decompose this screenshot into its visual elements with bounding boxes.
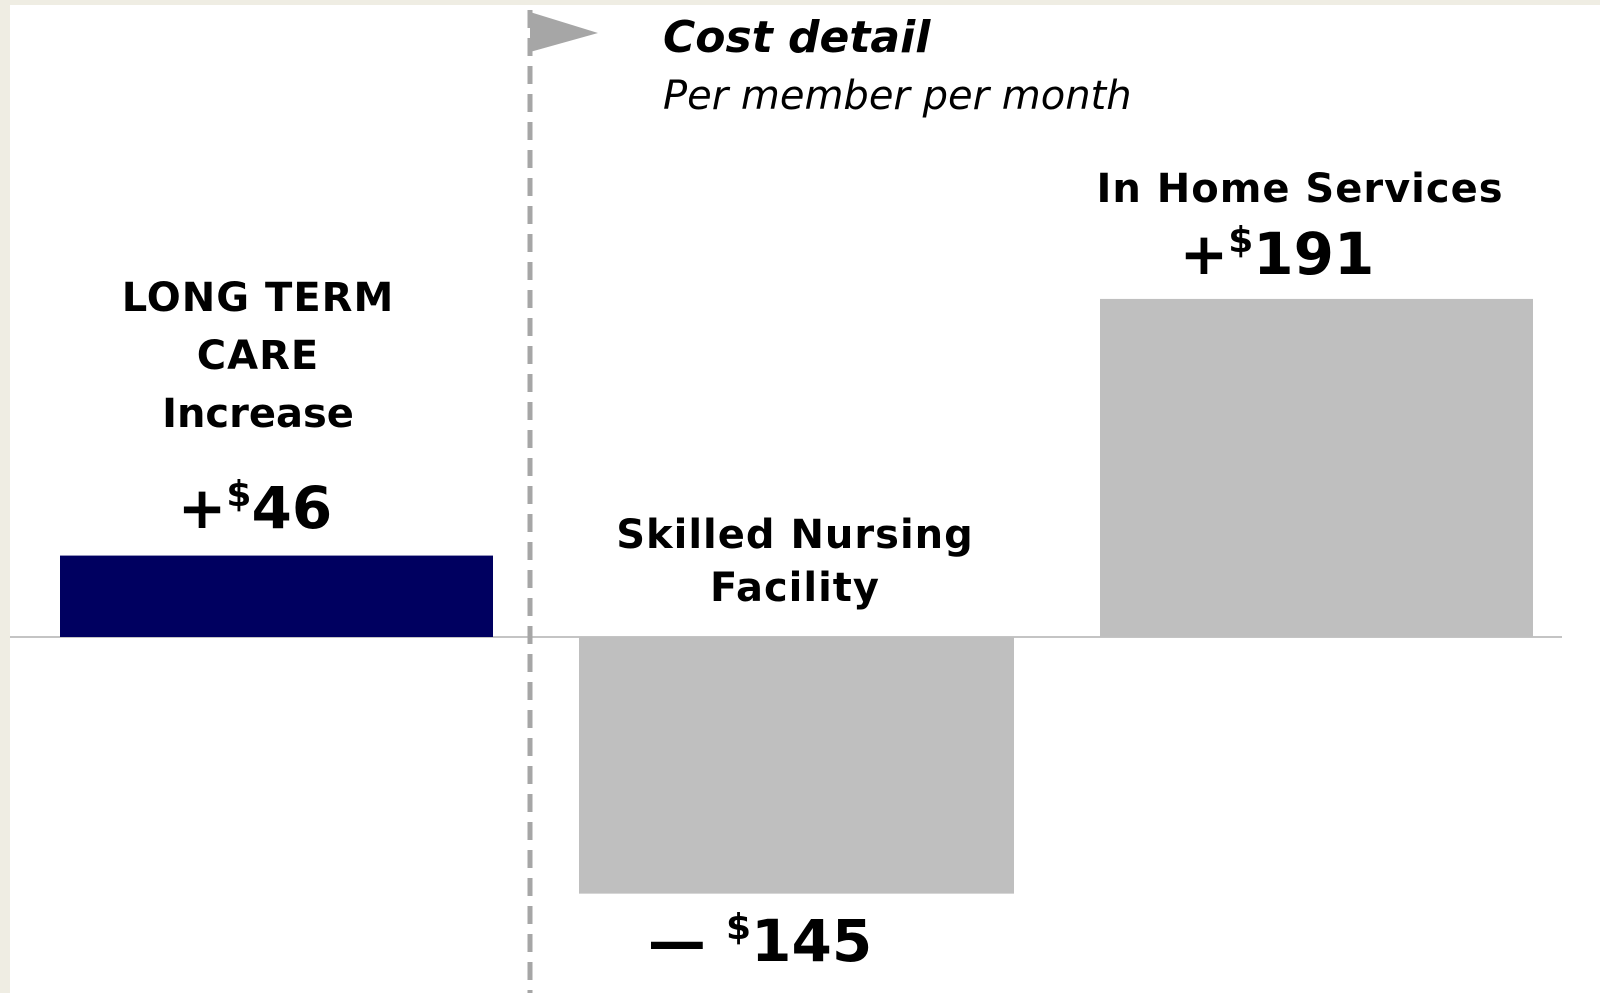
category-label: Facility [710, 565, 880, 611]
bar [60, 555, 493, 637]
category-label: CARE [197, 333, 319, 379]
value-label: +$191 [1180, 220, 1375, 288]
bar [579, 637, 1014, 894]
value-label: +$46 [178, 474, 332, 542]
chart-subtitle: Per member per month [663, 73, 1132, 119]
flag [530, 12, 598, 52]
chart-title: Cost detail [663, 12, 931, 63]
category-label: LONG TERM [122, 275, 395, 321]
bar [1100, 298, 1533, 637]
annotation: Increase [162, 391, 354, 437]
category-label: In Home Services [1096, 166, 1503, 212]
value-label: — $145 [648, 907, 872, 975]
category-label: Skilled Nursing [616, 512, 974, 558]
